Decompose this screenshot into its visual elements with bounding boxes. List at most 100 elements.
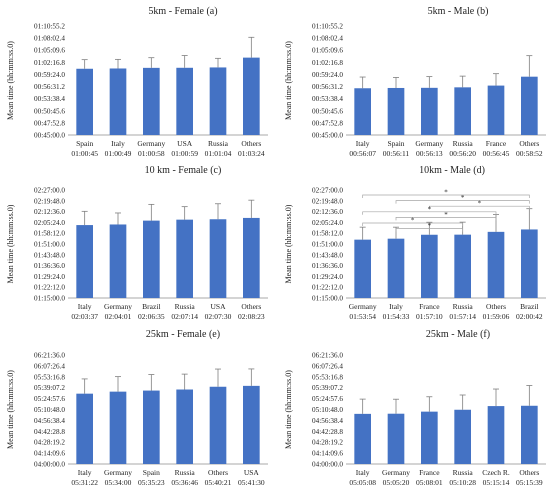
x-tick-label: Russia <box>208 139 229 148</box>
y-tick-label: 01:10:55.2 <box>312 23 343 31</box>
data-label: 00:56:07 <box>349 149 376 158</box>
y-tick-label: 01:43:48.0 <box>312 251 343 259</box>
data-label: 05:10:28 <box>449 478 476 487</box>
bar <box>487 85 505 135</box>
y-axis-label: Mean time (hh:mm:ss.0) <box>284 370 293 449</box>
y-tick-label: 01:29:24.0 <box>34 273 65 281</box>
y-axis-label: Mean time (hh:mm:ss.0) <box>6 370 15 449</box>
x-tick-label: France <box>486 139 507 148</box>
y-tick-label: 02:27:00.0 <box>34 187 65 195</box>
y-tick-label: 00:53:38.4 <box>312 95 343 103</box>
bar <box>387 87 405 135</box>
data-label: 05:15:39 <box>516 478 543 487</box>
bar <box>143 67 160 135</box>
chart-title: 10km - Male (d) <box>419 165 485 176</box>
y-tick-label: 00:59:24.0 <box>34 71 65 79</box>
y-tick-label: 02:19:48.0 <box>34 197 65 205</box>
bar <box>109 68 127 135</box>
data-label: 01:54:33 <box>383 312 410 321</box>
bar <box>387 238 405 298</box>
x-tick-label: Italy <box>356 139 370 148</box>
y-tick-label: 00:45:00.0 <box>34 132 65 140</box>
data-label: 01:03:24 <box>238 149 265 158</box>
x-tick-label: Germany <box>349 302 377 311</box>
x-tick-label: Germany <box>382 468 410 477</box>
y-tick-label: 06:07:26.4 <box>312 362 343 370</box>
y-tick-label: 00:53:38.4 <box>34 95 65 103</box>
bar <box>76 68 93 135</box>
bar <box>421 87 438 135</box>
data-label: 05:31:22 <box>71 478 98 487</box>
y-tick-label: 00:56:31.2 <box>34 83 65 91</box>
data-label: 05:05:08 <box>349 478 376 487</box>
y-tick-label: 00:47:52.8 <box>312 119 343 127</box>
data-label: 01:00:59 <box>171 149 198 158</box>
data-label: 00:56:13 <box>416 149 443 158</box>
y-tick-label: 04:28:19.2 <box>34 439 65 447</box>
significance-bracket <box>395 217 497 221</box>
bar <box>421 234 438 298</box>
bar <box>209 67 227 135</box>
data-label: 02:06:35 <box>138 312 165 321</box>
x-tick-label: Italy <box>78 302 92 311</box>
chart-f: 25km - Male (f) Mean time (hh:mm:ss.0) 04:… <box>284 329 546 487</box>
x-tick-label: Russia <box>453 302 474 311</box>
chart-a: 5km - Female (a) Mean time (hh:mm:ss.0) 00… <box>6 6 268 158</box>
chart-title: 10 km - Female (c) <box>145 165 222 176</box>
y-axis-label: Mean time (hh:mm:ss.0) <box>284 41 293 120</box>
bar <box>454 234 471 298</box>
x-tick-label: Italy <box>389 302 403 311</box>
y-tick-label: 04:00:00.0 <box>34 461 65 469</box>
y-tick-label: 05:24:57.6 <box>34 395 65 403</box>
x-tick-label: Others <box>486 302 506 311</box>
x-tick-label: Germany <box>104 468 132 477</box>
bar <box>454 87 471 135</box>
significance-bracket <box>362 211 497 215</box>
x-tick-label: Germany <box>415 139 443 148</box>
y-axis-label: Mean time (hh:mm:ss.0) <box>284 204 293 283</box>
y-tick-label: 01:43:48.0 <box>34 251 65 259</box>
y-tick-label: 01:58:12.0 <box>312 230 343 238</box>
chart-c: 10 km - Female (c) Mean time (hh:mm:ss.0)… <box>6 165 268 321</box>
y-tick-label: 02:19:48.0 <box>312 197 343 205</box>
y-axis-label: Mean time (hh:mm:ss.0) <box>6 41 15 120</box>
y-tick-label: 06:07:26.4 <box>34 362 65 370</box>
x-tick-label: Others <box>241 139 261 148</box>
x-tick-label: Spain <box>143 468 160 477</box>
significance-label: * <box>428 205 432 213</box>
chart-title: 25km - Male (f) <box>426 329 490 340</box>
significance-bracket <box>362 194 530 198</box>
y-tick-label: 01:51:00.0 <box>34 241 65 249</box>
data-label: 05:05:20 <box>383 478 410 487</box>
x-tick-label: Italy <box>111 139 125 148</box>
significance-bracket <box>428 205 530 210</box>
bar <box>387 413 405 464</box>
y-tick-label: 02:05:24.0 <box>312 219 343 227</box>
y-tick-label: 00:45:00.0 <box>312 132 343 140</box>
data-label: 05:36:46 <box>171 478 198 487</box>
x-tick-label: Germany <box>137 139 165 148</box>
data-label: 01:00:58 <box>138 149 165 158</box>
x-tick-label: Russia <box>453 139 474 148</box>
y-tick-label: 01:51:00.0 <box>312 241 343 249</box>
x-tick-label: Spain <box>387 139 404 148</box>
bar <box>176 389 193 464</box>
data-label: 00:58:52 <box>516 149 543 158</box>
y-tick-label: 01:15:00.0 <box>312 295 343 303</box>
data-label: 01:53:54 <box>349 312 376 321</box>
bar <box>521 76 538 135</box>
data-label: 05:41:30 <box>238 478 265 487</box>
bar <box>354 88 371 135</box>
x-tick-label: Others <box>208 468 228 477</box>
significance-bracket <box>395 200 530 204</box>
y-tick-label: 01:05:09.6 <box>34 47 65 55</box>
y-tick-label: 01:05:09.6 <box>312 47 343 55</box>
bar <box>176 67 193 135</box>
x-tick-label: Russia <box>453 468 474 477</box>
x-tick-label: Spain <box>76 139 93 148</box>
x-tick-label: Brazil <box>142 302 160 311</box>
y-tick-label: 01:10:55.2 <box>34 23 65 31</box>
y-tick-label: 01:08:02.4 <box>34 35 65 43</box>
data-label: 05:40:21 <box>205 478 232 487</box>
